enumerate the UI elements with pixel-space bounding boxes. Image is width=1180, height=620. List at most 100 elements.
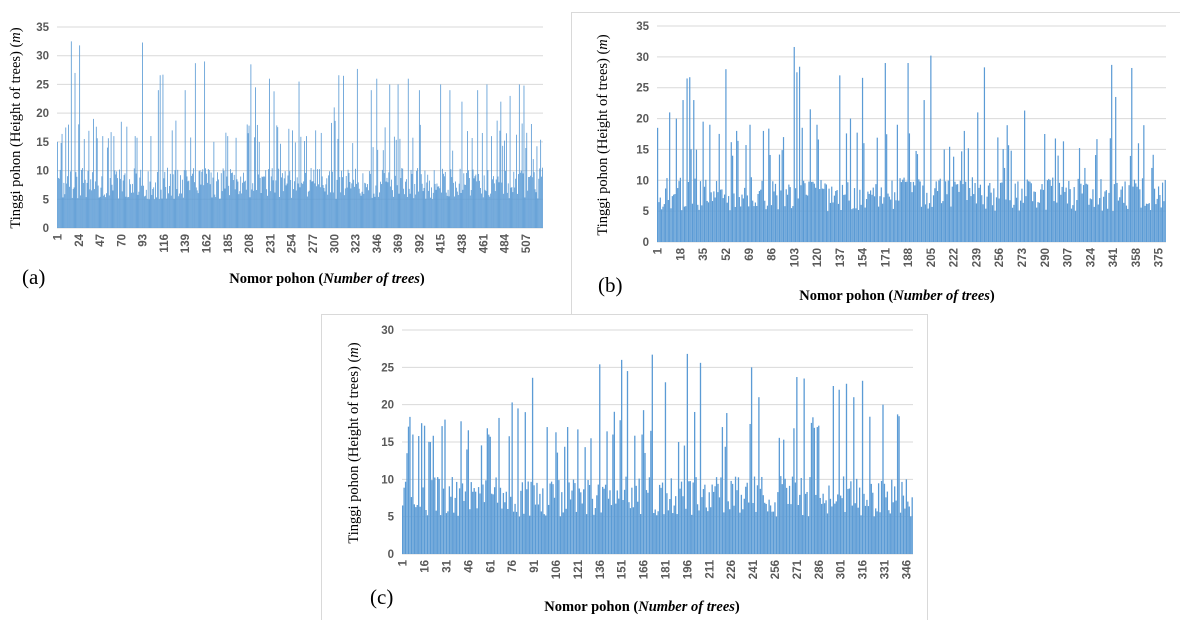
bar [413,198,415,228]
x-tick-label: 346 [372,234,384,253]
x-tick-label: 438 [457,233,469,253]
bar [581,503,583,554]
bar [502,145,504,228]
bar [954,181,956,242]
bar [477,487,480,554]
bar [821,503,823,554]
bar [111,184,113,228]
bar [496,502,499,554]
x-tick-label: 316 [858,560,870,579]
bar [1007,145,1010,242]
bar [813,427,816,554]
bar [889,513,891,554]
bar [360,195,362,228]
bar [71,197,73,228]
bar [401,168,403,228]
bar [978,187,980,242]
bar [527,481,529,554]
bar [459,168,461,228]
bar [859,189,861,242]
bar [345,175,347,228]
bar [775,516,778,554]
bar [219,198,221,228]
bar [231,173,232,228]
bar [585,514,588,554]
x-tick-label: 256 [770,560,782,579]
bar [597,484,599,554]
bar [955,184,957,242]
bar [915,150,917,242]
bar [1119,197,1121,242]
bar [661,209,663,242]
y-tick-label: 10 [381,474,394,486]
bar [670,208,672,242]
bar [493,183,495,228]
bar [483,502,486,554]
bar [718,497,721,554]
bar [445,513,448,554]
bar [437,186,439,228]
x-tick-label: 35 [698,247,710,260]
bar [1111,64,1113,242]
bar [989,183,991,242]
bar [832,202,834,242]
bar [98,197,100,228]
bar [542,488,544,554]
bar [841,498,843,554]
bar [565,508,567,554]
bar [770,205,773,242]
bar [695,149,698,242]
bar [511,402,513,554]
bar [113,136,115,228]
bar [456,481,458,554]
bar [354,186,355,228]
bar [165,186,167,228]
bar [371,197,373,228]
bar [759,488,762,554]
bar [234,189,236,228]
bar [65,127,67,228]
bar [641,434,643,554]
bar [726,202,728,242]
bar [892,208,894,242]
bar [355,168,356,228]
bar [533,172,535,228]
bar [140,169,142,228]
bar [539,168,541,228]
bar [733,193,735,242]
bar [911,497,913,554]
bar [485,480,487,554]
bar [670,478,672,554]
bar [1026,179,1028,242]
bar [134,136,136,228]
bar [480,445,483,554]
bar [756,205,758,242]
bar [561,492,563,554]
bar [79,45,81,228]
bar [523,85,525,228]
bar [788,184,790,242]
bar [429,442,432,554]
bar [510,496,512,554]
bar [790,504,792,554]
bar [267,195,268,228]
bar [209,184,211,228]
bar [474,176,476,228]
bar [970,196,972,242]
bar [382,150,384,228]
bar [677,188,679,242]
bar [416,170,418,228]
bar [338,75,340,229]
bar [818,425,820,554]
bar [619,420,621,554]
bar [632,507,634,554]
bar [475,491,477,554]
bar [1018,210,1020,242]
bar [329,171,330,228]
bar [358,188,360,228]
bar [318,169,320,228]
bar [939,178,941,242]
bar [458,183,460,228]
bar [825,500,827,554]
bar [213,141,215,228]
